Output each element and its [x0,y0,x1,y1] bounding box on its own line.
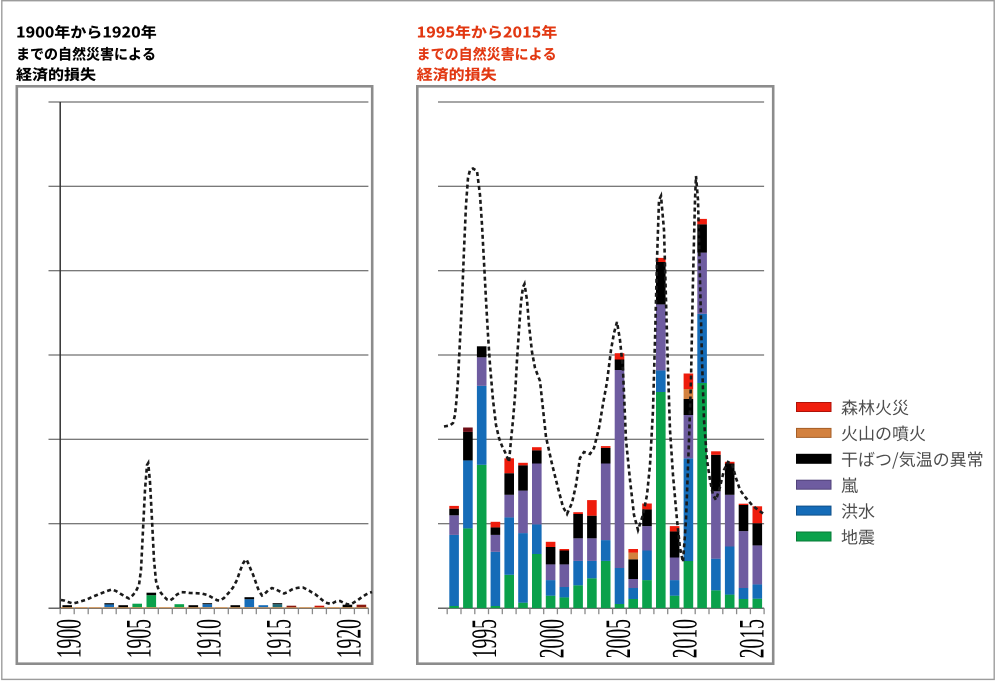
svg-text:1915: 1915 [260,619,300,658]
svg-text:1900: 1900 [49,619,89,658]
svg-text:2005: 2005 [599,619,639,658]
svg-text:1995: 1995 [465,619,505,658]
svg-text:2015: 2015 [732,619,772,658]
svg-text:2000: 2000 [532,619,572,658]
svg-text:1910: 1910 [190,619,230,658]
svg-text:1920: 1920 [330,619,370,658]
svg-text:2010: 2010 [665,619,705,658]
svg-text:1905: 1905 [120,619,160,658]
